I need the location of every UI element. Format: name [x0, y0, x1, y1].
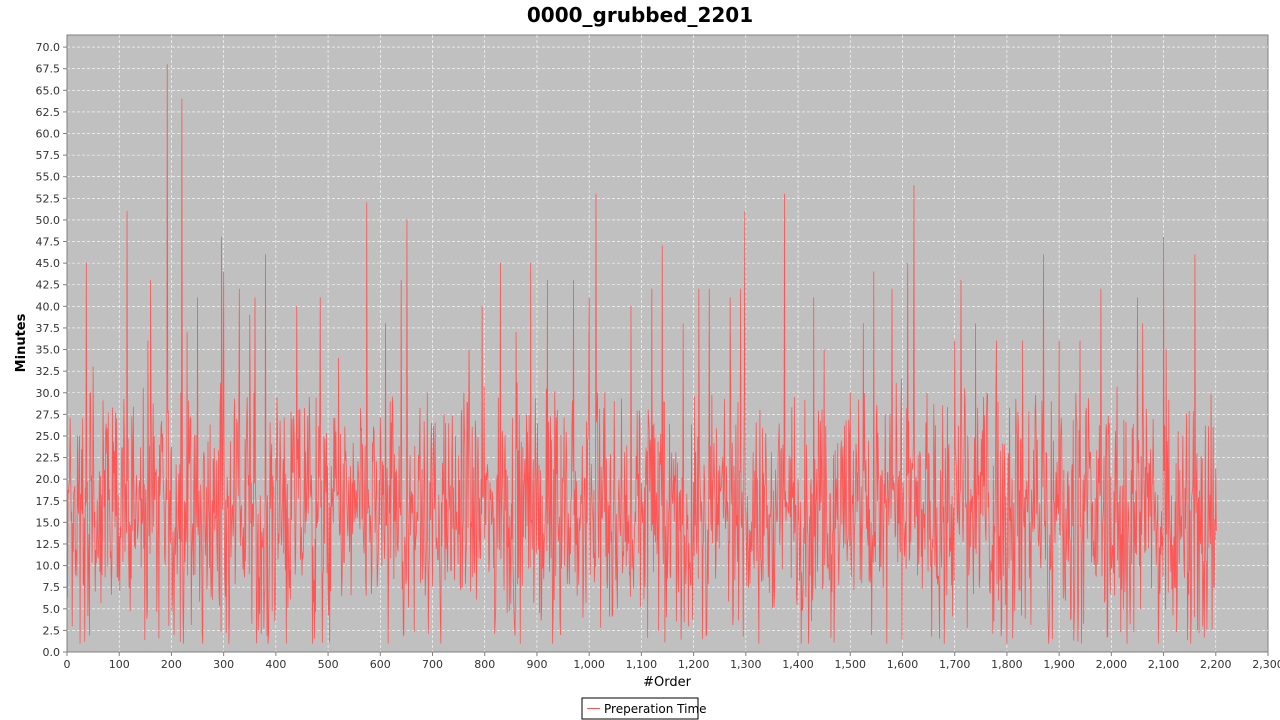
y-tick-label: 42.5: [36, 279, 61, 292]
x-tick-label: 900: [526, 658, 547, 671]
y-tick-label: 60.0: [36, 128, 61, 141]
x-tick-label: 1,500: [835, 658, 867, 671]
x-axis-ticks: 0 100 200 300 400 500 600 700 800 900 1,000 1,100 1,…: [64, 652, 1280, 671]
chart-title: 0000_grubbed_2201: [527, 3, 753, 27]
y-tick-label: 37.5: [36, 322, 61, 335]
x-tick-label: 100: [109, 658, 130, 671]
x-tick-label: 2,300: [1252, 658, 1280, 671]
x-tick-label: 1,800: [991, 658, 1023, 671]
x-tick-label: 1,200: [678, 658, 710, 671]
x-tick-label: 200: [161, 658, 182, 671]
y-axis-ticks: 0.0 2.5 5.0 7.5 10.0 12.5 15.0 17.5 20.0 22.5 25.0…: [36, 41, 68, 659]
y-tick-label: 65.0: [36, 84, 61, 97]
x-tick-label: 400: [265, 658, 286, 671]
x-tick-label: 2,200: [1200, 658, 1232, 671]
x-tick-label: 1,900: [1043, 658, 1075, 671]
x-tick-label: 800: [474, 658, 495, 671]
x-tick-label: 1,100: [626, 658, 658, 671]
y-tick-label: 50.0: [36, 214, 61, 227]
y-tick-label: 67.5: [36, 63, 61, 76]
y-tick-label: 35.0: [36, 344, 61, 357]
y-tick-label: 55.0: [36, 171, 61, 184]
y-tick-label: 30.0: [36, 387, 61, 400]
y-tick-label: 40.0: [36, 300, 61, 313]
y-tick-label: 12.5: [36, 538, 61, 551]
y-tick-label: 20.0: [36, 473, 61, 486]
y-tick-label: 5.0: [43, 603, 61, 616]
y-tick-label: 15.0: [36, 516, 61, 529]
x-tick-label: 2,000: [1096, 658, 1128, 671]
legend-label: Preperation Time: [604, 702, 707, 716]
y-tick-label: 17.5: [36, 495, 61, 508]
x-tick-label: 700: [422, 658, 443, 671]
x-tick-label: 1,600: [887, 658, 919, 671]
y-axis-label: Minutes: [14, 313, 29, 372]
x-tick-label: 1,000: [573, 658, 605, 671]
x-tick-label: 0: [64, 658, 71, 671]
y-tick-label: 27.5: [36, 408, 61, 421]
legend: Preperation Time: [582, 698, 707, 719]
y-tick-label: 22.5: [36, 452, 61, 465]
x-tick-label: 2,100: [1148, 658, 1180, 671]
y-tick-label: 0.0: [43, 646, 61, 659]
x-tick-label: 1,700: [939, 658, 971, 671]
y-tick-label: 32.5: [36, 365, 61, 378]
y-tick-label: 2.5: [43, 624, 61, 637]
x-tick-label: 1,300: [730, 658, 762, 671]
y-tick-label: 47.5: [36, 236, 61, 249]
x-tick-label: 600: [370, 658, 391, 671]
y-tick-label: 45.0: [36, 257, 61, 270]
y-tick-label: 7.5: [43, 581, 61, 594]
x-tick-label: 300: [213, 658, 234, 671]
y-tick-label: 52.5: [36, 192, 61, 205]
y-tick-label: 62.5: [36, 106, 61, 119]
y-tick-label: 10.0: [36, 560, 61, 573]
y-tick-label: 70.0: [36, 41, 61, 54]
y-tick-label: 57.5: [36, 149, 61, 162]
y-tick-label: 25.0: [36, 430, 61, 443]
x-axis-label: #Order: [643, 675, 691, 690]
x-tick-label: 500: [318, 658, 339, 671]
x-tick-label: 1,400: [782, 658, 814, 671]
